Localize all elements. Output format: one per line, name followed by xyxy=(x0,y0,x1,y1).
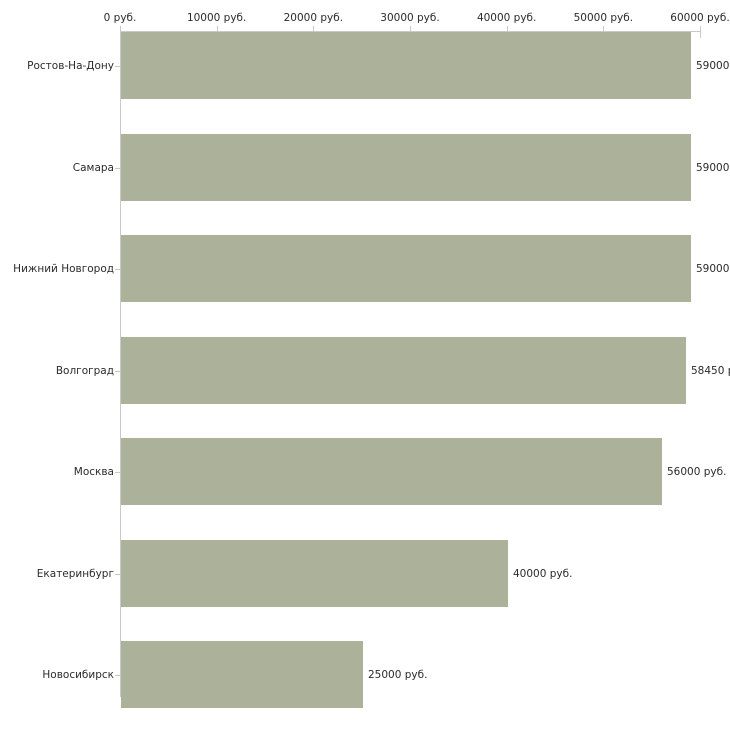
category-label: Самара xyxy=(72,162,114,174)
value-label: 40000 руб. xyxy=(513,568,573,580)
x-tick-mark xyxy=(120,26,121,31)
x-tick-label: 40000 руб. xyxy=(476,12,537,24)
y-tick-mark xyxy=(115,472,120,473)
x-tick-label: 60000 руб. xyxy=(670,12,730,24)
x-tick-mark xyxy=(313,26,314,31)
y-tick-mark xyxy=(115,574,120,575)
y-tick-mark xyxy=(115,269,120,270)
x-tick-label: 30000 руб. xyxy=(380,12,440,24)
bar xyxy=(121,540,508,607)
bar xyxy=(121,32,691,99)
bar xyxy=(121,235,691,302)
y-tick-mark xyxy=(115,675,120,676)
value-label: 59000 руб. xyxy=(696,263,730,275)
category-label: Новосибирск xyxy=(42,669,114,681)
value-label: 59000 руб. xyxy=(696,162,730,174)
x-tick-mark xyxy=(507,26,508,31)
y-tick-mark xyxy=(115,66,120,67)
value-label: 59000 руб. xyxy=(696,60,730,72)
y-tick-mark xyxy=(115,168,120,169)
x-axis-end-tick xyxy=(700,26,701,38)
x-tick-label: 0 руб. xyxy=(103,12,137,24)
x-tick-mark xyxy=(603,26,604,31)
bar xyxy=(121,337,686,404)
bar xyxy=(121,641,363,708)
x-axis-line xyxy=(120,31,700,32)
value-label: 25000 руб. xyxy=(368,669,428,681)
y-axis-line xyxy=(120,31,121,697)
category-label: Ростов-На-Дону xyxy=(27,60,114,72)
category-label: Екатеринбург xyxy=(36,568,114,580)
category-label: Москва xyxy=(73,466,114,478)
x-tick-label: 20000 руб. xyxy=(283,12,344,24)
x-tick-mark xyxy=(410,26,411,31)
category-label: Волгоград xyxy=(55,365,114,377)
x-tick-mark xyxy=(217,26,218,31)
y-tick-mark xyxy=(115,371,120,372)
x-tick-label: 50000 руб. xyxy=(573,12,634,24)
category-label: Нижний Новгород xyxy=(13,263,114,275)
x-tick-label: 10000 руб. xyxy=(186,12,247,24)
value-label: 56000 руб. xyxy=(667,466,727,478)
bar xyxy=(121,134,691,201)
value-label: 58450 руб. xyxy=(691,365,730,377)
bar xyxy=(121,438,662,505)
